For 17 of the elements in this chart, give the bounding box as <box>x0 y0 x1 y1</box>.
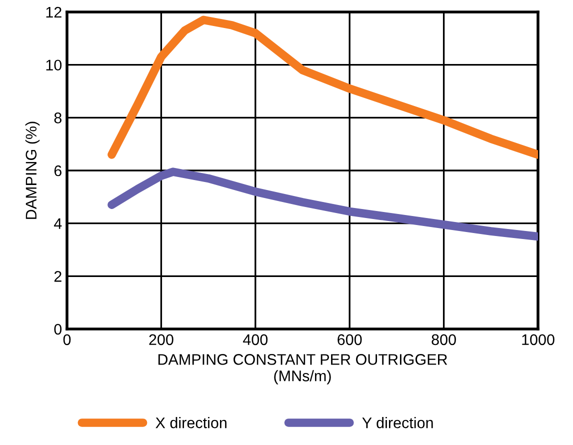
legend-label: X direction <box>156 417 226 428</box>
x-tick-label: 1000 <box>522 334 554 346</box>
x-tick-label: 0 <box>63 334 71 346</box>
x-tick-label: 800 <box>432 334 456 346</box>
x-tick-label: 200 <box>149 334 174 346</box>
y-tick-label: 10 <box>46 60 62 71</box>
y-tick-label: 4 <box>54 218 62 229</box>
legend-label: Y direction <box>362 417 433 428</box>
y-tick-label: 12 <box>46 6 62 18</box>
y-tick-label: 8 <box>54 112 62 124</box>
x-tick-label: 400 <box>243 334 268 346</box>
x-tick-label: 600 <box>338 334 362 346</box>
y-tick-label: 0 <box>54 324 62 335</box>
x-axis-title: DAMPING CONSTANT PER OUTRIGGER (MNs/m) <box>158 354 448 384</box>
y-tick-label: 6 <box>54 165 62 176</box>
y-tick-label: 2 <box>54 271 62 282</box>
y-axis-title: DAMPING (%) <box>25 122 40 219</box>
